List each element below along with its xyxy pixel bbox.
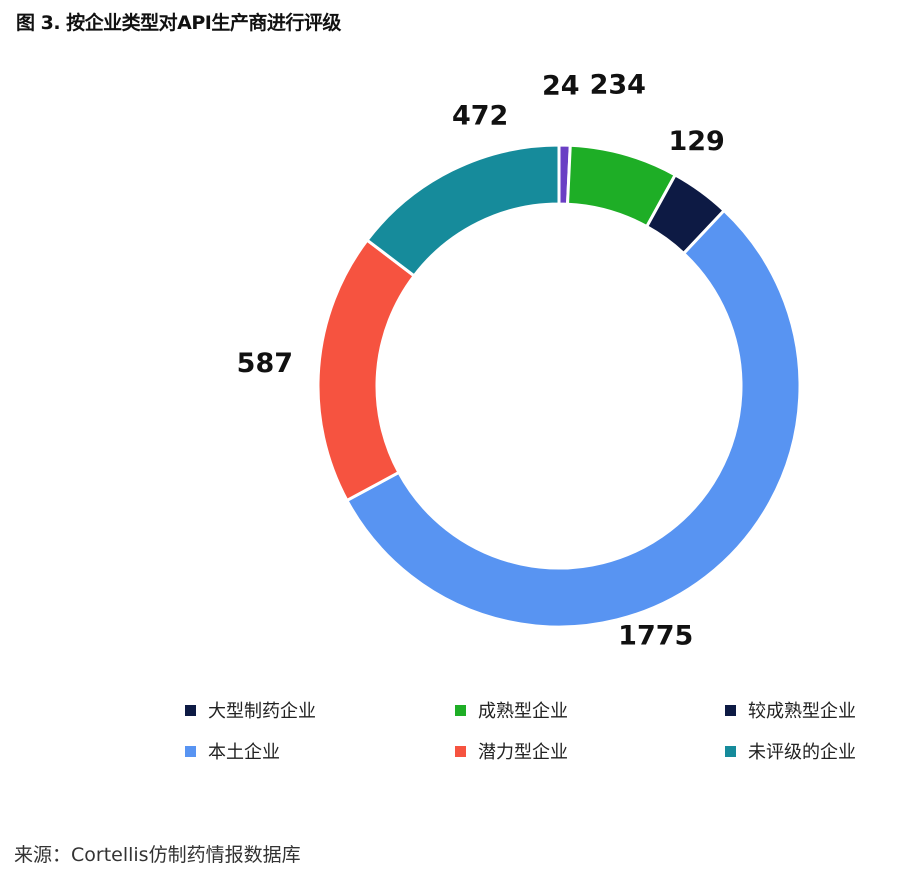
legend-label: 本土企业 [208,742,280,763]
legend-item: 成熟型企业 [455,697,725,723]
legend-item: 本土企业 [185,738,455,764]
legend-item: 大型制药企业 [185,697,455,723]
data-label: 234 [590,69,646,100]
legend-item: 较成熟型企业 [725,697,885,723]
data-label: 587 [237,348,293,379]
legend-item: 潜力型企业 [455,738,725,764]
donut-chart: 24 234 129 1775 587 472 [237,69,802,651]
legend-label: 大型制药企业 [208,701,316,722]
donut-slice [344,208,802,629]
data-label: 129 [668,126,724,157]
legend-swatch [455,704,466,716]
legend-swatch [185,745,196,757]
legend-label: 未评级的企业 [748,742,856,763]
legend-label: 潜力型企业 [478,742,568,763]
legend-swatch [455,745,466,757]
legend-swatch [185,704,196,716]
legend-label: 较成熟型企业 [748,701,856,722]
chart-legend: 大型制药企业 成熟型企业 较成熟型企业 本土企业 潜力型企业 未评级的企业 [185,697,885,764]
data-label: 24 [542,71,580,102]
chart-title: 图 3. 按企业类型对API生产商进行评级 [16,12,341,34]
legend-swatch [725,704,736,716]
data-label: 472 [452,101,508,132]
source-note: 来源：Cortellis仿制药情报数据库 [14,844,301,866]
legend-item: 未评级的企业 [725,738,885,764]
donut-slice [365,143,561,278]
legend-swatch [725,745,736,757]
data-label: 1775 [618,620,693,651]
legend-label: 成熟型企业 [478,701,568,722]
donut-slice [316,238,417,503]
